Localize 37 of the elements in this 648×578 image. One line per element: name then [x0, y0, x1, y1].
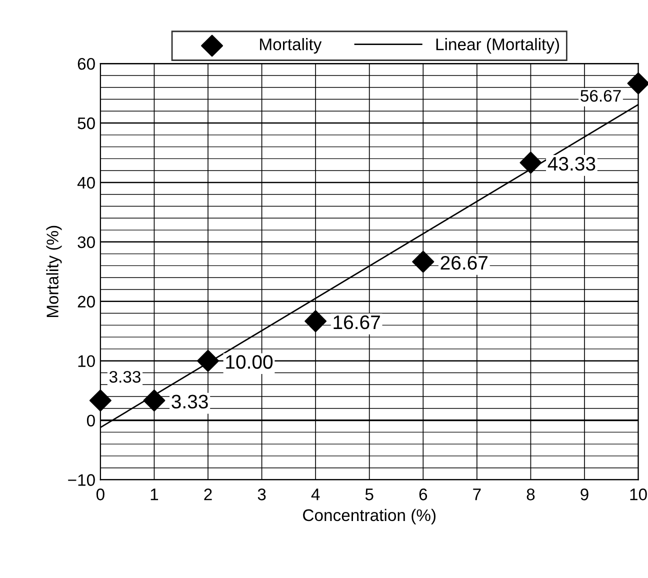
x-tick-label: 2 — [204, 488, 212, 500]
data-label: 3.33 — [172, 394, 208, 408]
point — [89, 389, 112, 412]
x-tick-label: 5 — [365, 488, 374, 500]
x-tick-label: 6 — [419, 488, 428, 500]
x-tick-label: 0 — [96, 488, 104, 500]
point — [304, 310, 327, 332]
y-tick-label: −10 — [68, 474, 95, 486]
x-tick-label: 9 — [580, 488, 588, 500]
point — [627, 72, 648, 94]
y-tick-label: 50 — [78, 117, 95, 130]
legend-label: Mortality — [260, 38, 322, 54]
y-tick-label: 10 — [78, 355, 95, 368]
point — [520, 152, 542, 174]
x-tick-label: 1 — [150, 488, 158, 500]
point — [412, 250, 434, 273]
x-tick-label: 10 — [630, 488, 647, 500]
x-tick-label: 7 — [473, 488, 481, 500]
legend-label: Linear (Mortality) — [436, 38, 559, 54]
x-axis-title: Concentration (%) — [303, 508, 436, 524]
y-tick-label: 60 — [78, 58, 95, 70]
y-tick-label: 0 — [86, 414, 95, 426]
y-tick-label: 20 — [78, 296, 95, 308]
data-label: 43.33 — [548, 156, 596, 171]
y-axis-title: Mortality (%) — [46, 226, 62, 318]
data-label: 3.33 — [109, 370, 140, 383]
data-label: 16.67 — [334, 315, 380, 330]
point — [197, 350, 220, 372]
x-tick-label: 4 — [311, 488, 320, 500]
y-tick-label: 40 — [77, 176, 95, 189]
x-tick-label: 3 — [258, 488, 266, 500]
point — [143, 389, 166, 412]
data-label: 10.00 — [226, 355, 273, 369]
data-label: 56.67 — [580, 90, 621, 102]
data-label: 26.67 — [440, 256, 488, 270]
y-tick-label: 30 — [78, 236, 95, 248]
x-tick-label: 8 — [526, 488, 535, 500]
